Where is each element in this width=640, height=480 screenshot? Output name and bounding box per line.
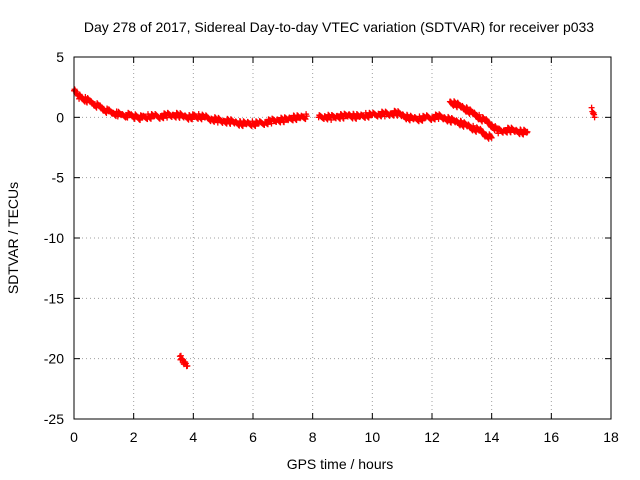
- y-tick-label: -10: [44, 230, 64, 246]
- y-tick-label: 5: [56, 49, 64, 65]
- x-tick-label: 6: [249, 429, 257, 445]
- chart-title: Day 278 of 2017, Sidereal Day-to-day VTE…: [84, 19, 594, 35]
- data-point: [184, 362, 191, 369]
- x-tick-label: 0: [70, 429, 78, 445]
- data-point: [588, 104, 595, 111]
- x-tick-label: 10: [365, 429, 381, 445]
- data-point: [524, 128, 531, 135]
- y-tick-label: -5: [52, 170, 65, 186]
- data-point: [189, 116, 196, 123]
- x-tick-label: 2: [130, 429, 138, 445]
- axis-ticks: 0 2 4 6 8 10 12 14 16 18 5 0 -5 -10 -15 -20 -25: [44, 49, 619, 445]
- y-tick-label: -20: [44, 351, 64, 367]
- x-tick-label: 14: [484, 429, 500, 445]
- data-point: [591, 114, 598, 121]
- x-tick-label: 18: [603, 429, 619, 445]
- y-tick-label: 0: [56, 109, 64, 125]
- y-axis-label: SDTVAR / TECUs: [5, 182, 21, 294]
- x-tick-label: 4: [189, 429, 197, 445]
- data-points: [71, 86, 598, 370]
- x-tick-label: 8: [309, 429, 317, 445]
- y-tick-label: -15: [44, 290, 64, 306]
- data-point: [488, 134, 495, 141]
- x-tick-label: 12: [424, 429, 440, 445]
- x-tick-label: 16: [544, 429, 560, 445]
- x-axis-label: GPS time / hours: [287, 456, 394, 472]
- data-point: [179, 355, 186, 362]
- y-tick-label: -25: [44, 411, 64, 427]
- data-point: [303, 113, 310, 120]
